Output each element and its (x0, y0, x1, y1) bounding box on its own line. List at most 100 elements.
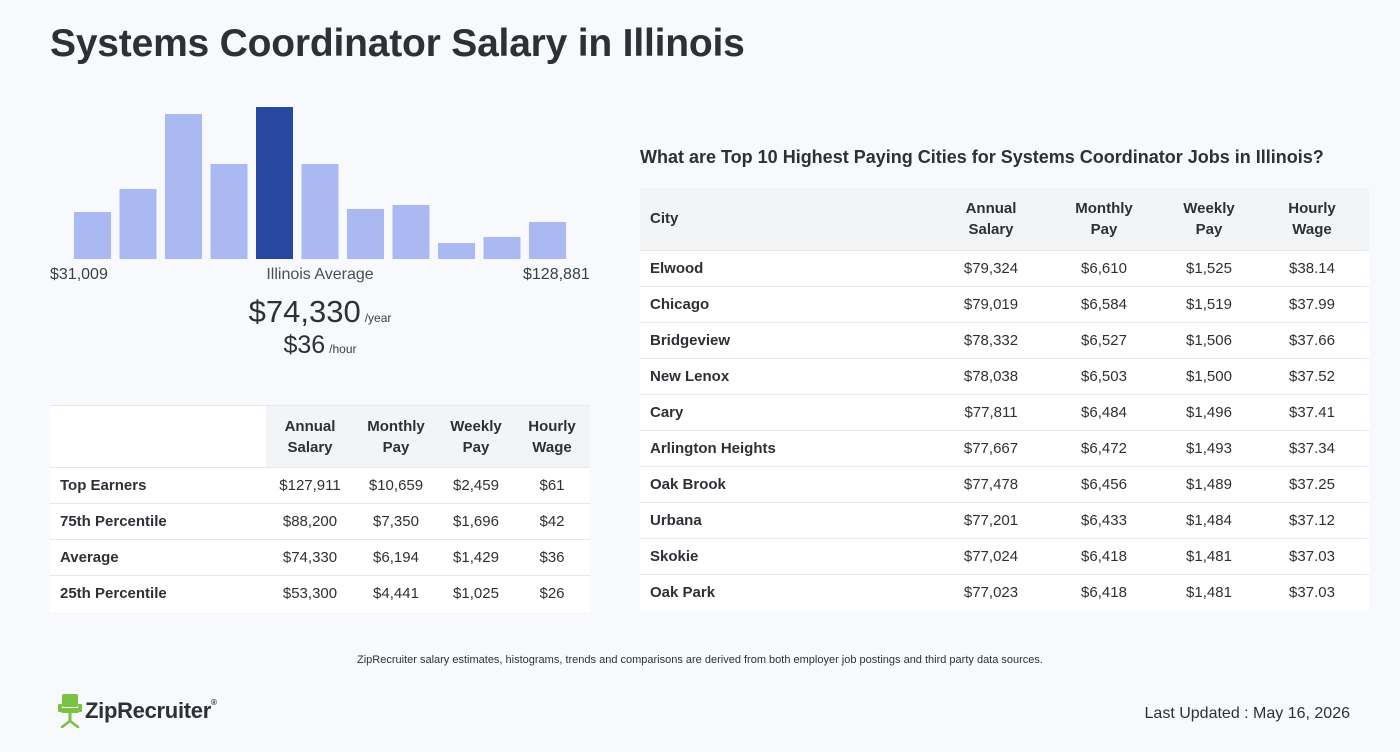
header-line: Monthly (1075, 199, 1133, 217)
weekly-cell: $1,025 (438, 575, 514, 612)
weekly-cell: $1,506 (1163, 321, 1255, 358)
table-row: 25th Percentile $53,300 $4,441 $1,025 $26 (50, 575, 590, 612)
header-line: Monthly (367, 417, 425, 435)
weekly-cell: $1,496 (1163, 393, 1255, 430)
weekly-cell: $1,493 (1163, 429, 1255, 466)
histogram-bar (74, 212, 111, 259)
header-line: Pay (462, 438, 490, 456)
hourly-cell: $37.34 (1255, 429, 1369, 466)
average-hourly-unit: /hour (329, 342, 357, 356)
table-row: Chicago $79,019 $6,584 $1,519 $37.99 (640, 285, 1369, 322)
average-annual: $74,330/year (160, 294, 480, 330)
cities-table: City Annual Salary Monthly Pay Weekly Pay H… (640, 188, 1369, 610)
header-line: Pay (1195, 220, 1223, 238)
ziprecruiter-logo[interactable]: ZipRecruiter® (58, 694, 217, 728)
hourly-cell: $37.25 (1255, 465, 1369, 502)
percentile-header-hourly: Hourly Wage (514, 405, 590, 468)
city-name: Urbana (640, 501, 937, 538)
histogram-bar (301, 164, 339, 259)
salary-histogram (70, 100, 570, 259)
histogram-bar (119, 189, 157, 259)
table-row: New Lenox $78,038 $6,503 $1,500 $37.52 (640, 357, 1369, 394)
monthly-cell: $6,472 (1045, 429, 1163, 466)
hourly-cell: $37.41 (1255, 393, 1369, 430)
city-name: Bridgeview (640, 321, 937, 358)
ziprecruiter-chair-icon (58, 694, 82, 728)
monthly-cell: $6,484 (1045, 393, 1163, 430)
header-line: Salary (968, 220, 1014, 238)
cities-header-annual: Annual Salary (937, 188, 1045, 250)
annual-cell: $77,023 (937, 573, 1045, 610)
hourly-cell: $37.12 (1255, 501, 1369, 538)
weekly-cell: $2,459 (438, 467, 514, 504)
hourly-cell: $37.99 (1255, 285, 1369, 322)
monthly-cell: $6,433 (1045, 501, 1163, 538)
monthly-cell: $10,659 (354, 467, 438, 504)
annual-cell: $77,478 (937, 465, 1045, 502)
percentile-header-weekly: Weekly Pay (438, 405, 514, 468)
disclaimer: ZipRecruiter salary estimates, histogram… (357, 654, 1043, 666)
header-line: Pay (382, 438, 410, 456)
logo-text: ZipRecruiter® (85, 698, 217, 724)
hourly-cell: $61 (514, 467, 590, 504)
annual-cell: $77,811 (937, 393, 1045, 430)
cities-header-city: City (640, 188, 937, 250)
monthly-cell: $4,441 (354, 575, 438, 612)
range-min-label: $31,009 (50, 266, 108, 283)
monthly-cell: $6,418 (1045, 573, 1163, 610)
last-updated: Last Updated : May 16, 2026 (1144, 705, 1350, 722)
histogram-bar (165, 114, 202, 259)
percentile-header-blank (50, 405, 266, 468)
monthly-cell: $6,418 (1045, 537, 1163, 574)
histogram-bar (438, 243, 475, 259)
header-line: Pay (1090, 220, 1118, 238)
header-line: Weekly (1183, 199, 1235, 217)
annual-cell: $78,038 (937, 357, 1045, 394)
monthly-cell: $6,503 (1045, 357, 1163, 394)
table-row: Oak Park $77,023 $6,418 $1,481 $37.03 (640, 573, 1369, 610)
cities-heading: What are Top 10 Highest Paying Cities fo… (640, 147, 1324, 167)
histogram-bar (347, 209, 384, 259)
annual-cell: $127,911 (266, 467, 354, 504)
monthly-cell: $6,610 (1045, 249, 1163, 286)
city-name: Oak Brook (640, 465, 937, 502)
weekly-cell: $1,489 (1163, 465, 1255, 502)
annual-cell: $74,330 (266, 539, 354, 576)
header-line: Wage (532, 438, 572, 456)
table-row: Average $74,330 $6,194 $1,429 $36 (50, 539, 590, 576)
row-label: 75th Percentile (50, 503, 266, 540)
row-label: 25th Percentile (50, 575, 266, 612)
hourly-cell: $37.03 (1255, 537, 1369, 574)
cities-header-hourly: Hourly Wage (1255, 188, 1369, 250)
city-name: Oak Park (640, 573, 937, 610)
logo-wordmark: ZipRecruiter (85, 698, 211, 723)
weekly-cell: $1,696 (438, 503, 514, 540)
table-row: Skokie $77,024 $6,418 $1,481 $37.03 (640, 537, 1369, 574)
table-row: Top Earners $127,911 $10,659 $2,459 $61 (50, 467, 590, 504)
city-name: Elwood (640, 249, 937, 286)
city-name: Cary (640, 393, 937, 430)
table-row: Urbana $77,201 $6,433 $1,484 $37.12 (640, 501, 1369, 538)
hourly-cell: $26 (514, 575, 590, 612)
histogram-bar-average (256, 107, 293, 259)
header-line: Salary (287, 438, 333, 456)
weekly-cell: $1,481 (1163, 573, 1255, 610)
weekly-cell: $1,525 (1163, 249, 1255, 286)
weekly-cell: $1,500 (1163, 357, 1255, 394)
monthly-cell: $7,350 (354, 503, 438, 540)
range-max-label: $128,881 (523, 266, 590, 283)
histogram-bar (483, 237, 521, 259)
header-line: Annual (284, 417, 336, 435)
weekly-cell: $1,484 (1163, 501, 1255, 538)
city-name: Arlington Heights (640, 429, 937, 466)
header-line: Hourly (528, 417, 576, 435)
header-line: Weekly (450, 417, 502, 435)
weekly-cell: $1,519 (1163, 285, 1255, 322)
annual-cell: $77,024 (937, 537, 1045, 574)
header-line: Annual (965, 199, 1017, 217)
hourly-cell: $37.66 (1255, 321, 1369, 358)
percentile-header-annual: Annual Salary (266, 405, 354, 468)
monthly-cell: $6,584 (1045, 285, 1163, 322)
average-hourly: $36/hour (160, 331, 480, 360)
hourly-cell: $37.03 (1255, 573, 1369, 610)
